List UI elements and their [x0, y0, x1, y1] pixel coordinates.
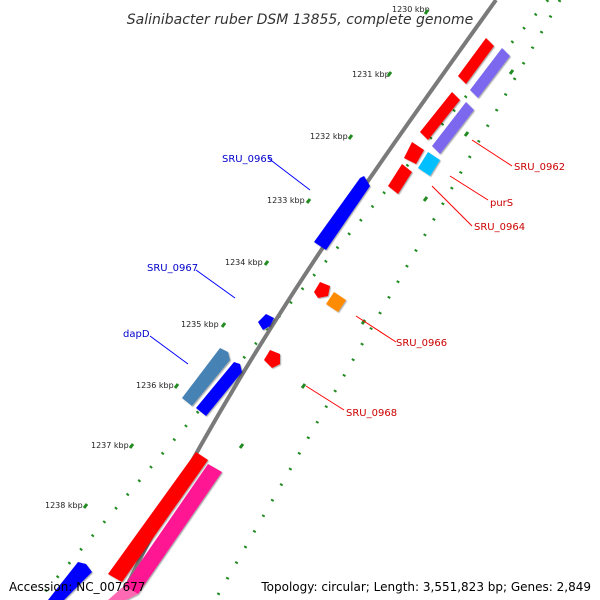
gene-sru0966[interactable]	[326, 292, 346, 312]
gene-dapd-steel[interactable]	[182, 348, 230, 406]
gene-red-top[interactable]	[458, 38, 494, 84]
tick-label-1231: 1231 kbp	[352, 70, 390, 79]
label-sru0965[interactable]: SRU_0965	[222, 154, 273, 165]
gene-purs[interactable]	[418, 152, 440, 176]
reverse-genes	[108, 38, 510, 600]
accession-text: Accession: NC_007677	[9, 580, 146, 594]
tick-label-1233: 1233 kbp	[267, 196, 305, 205]
tick-label-1234: 1234 kbp	[225, 258, 263, 267]
gene-blue-1236[interactable]	[196, 362, 242, 416]
gene-pink-large-tail[interactable]	[108, 586, 138, 600]
gene-purple-top[interactable]	[470, 48, 510, 98]
label-connectors	[149, 139, 513, 411]
gene-blue-bottom[interactable]	[48, 562, 92, 600]
label-sru0966[interactable]: SRU_0966	[396, 338, 447, 349]
gene-red-large[interactable]	[108, 452, 208, 582]
tick-labels: 1230 kbp 1231 kbp 1232 kbp 1233 kbp 1234…	[45, 5, 430, 510]
gene-red-small-1[interactable]	[404, 142, 424, 164]
gene-labels: SRU_0965 SRU_0967 dapD SRU_0962 purS SRU…	[123, 154, 565, 419]
tick-label-1238: 1238 kbp	[45, 501, 83, 510]
forward-genes	[48, 176, 370, 600]
gene-red-small-2[interactable]	[314, 282, 330, 298]
label-sru0962[interactable]: SRU_0962	[514, 162, 565, 173]
gene-sru0968[interactable]	[264, 350, 280, 368]
map-title: Salinibacter ruber DSM 13855, complete g…	[127, 12, 473, 28]
label-sru0964[interactable]: SRU_0964	[474, 222, 525, 233]
label-sru0967[interactable]: SRU_0967	[147, 263, 198, 274]
label-sru0968[interactable]: SRU_0968	[346, 408, 397, 419]
label-purs[interactable]: purS	[490, 198, 513, 209]
tick-label-1237: 1237 kbp	[91, 441, 129, 450]
gene-purple-0962[interactable]	[432, 102, 474, 154]
label-dapd[interactable]: dapD	[123, 329, 150, 340]
gene-sru0967[interactable]	[258, 314, 274, 330]
gene-red-0962[interactable]	[420, 92, 460, 140]
gene-sru0964[interactable]	[388, 164, 412, 194]
tick-label-1232: 1232 kbp	[310, 132, 348, 141]
tick-label-1235: 1235 kbp	[181, 320, 219, 329]
gene-pink-large[interactable]	[124, 464, 222, 594]
tick-label-1236: 1236 kbp	[136, 381, 174, 390]
topology-text: Topology: circular; Length: 3,551,823 bp…	[261, 580, 591, 594]
outer-dotted-track	[213, 0, 562, 600]
tick-label-1230: 1230 kbp	[392, 5, 430, 14]
tick-marks	[82, 9, 515, 509]
gene-sru0965[interactable]	[314, 176, 370, 250]
